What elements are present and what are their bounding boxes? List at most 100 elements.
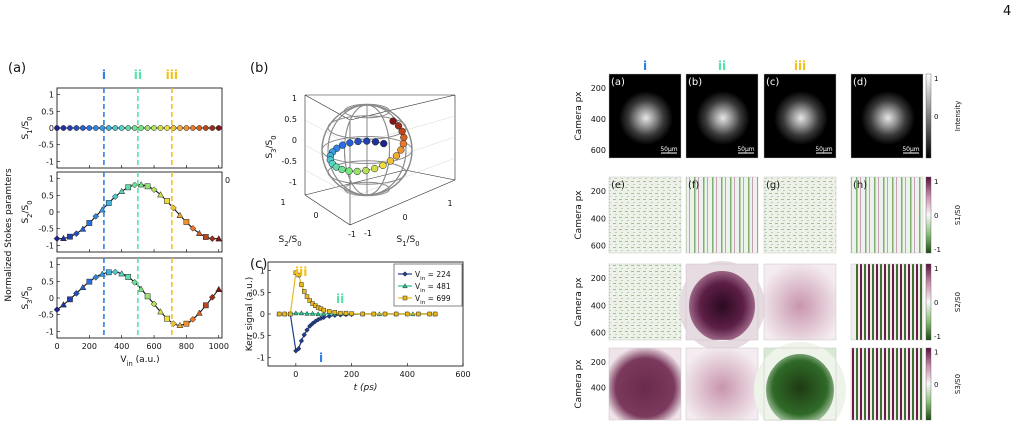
image-background: [609, 348, 681, 420]
image-border: [850, 263, 924, 341]
panel-a: (a) Normalized Stokes paramters -1 -0.5 0 0…: [4, 61, 230, 368]
trajectory-point: [363, 137, 371, 145]
row-tick-label: 600: [591, 146, 606, 155]
y-tick-label: 0: [49, 124, 54, 133]
trajectory-point: [394, 122, 403, 130]
image-border: [850, 176, 924, 254]
row-tick-label: 200: [591, 358, 606, 367]
image-border: [608, 347, 682, 421]
data-point: [105, 200, 112, 206]
z-tick-label: -1: [289, 178, 297, 187]
colorbar: [925, 347, 932, 421]
x-tick-label: 1: [447, 199, 452, 208]
trajectory-point: [371, 138, 380, 146]
y-tick-label: 0: [49, 294, 54, 303]
image-cell: 50μm (a): [608, 73, 682, 159]
trajectory-point: [338, 165, 346, 174]
colorbar: [925, 73, 932, 159]
image-cell: 50μm (c): [763, 73, 837, 159]
data-point: [183, 219, 190, 225]
colorbar-tick: 0: [934, 299, 938, 307]
image-panel-letter: (a): [611, 77, 625, 88]
image-cell: [608, 263, 682, 341]
stokes-subplot-3: -1 -0.5 0 0.5 1 S3/S0: [21, 257, 223, 339]
image-border: [685, 263, 759, 341]
row-tick-label: 400: [591, 301, 606, 310]
series-point: [304, 294, 310, 299]
series-point: [321, 311, 327, 317]
image-column-label-i: i: [643, 59, 647, 73]
data-point: [157, 308, 164, 315]
data-point: [105, 125, 112, 131]
row-tick-label: 200: [591, 84, 606, 93]
box-edge: [349, 179, 456, 226]
panel-c: (c) -1 -0.5 0 0.5 1 0 200 400 600 t (ps) Kerr sign…: [245, 257, 471, 393]
x-tick-label: 600: [455, 370, 470, 379]
data-point: [67, 296, 73, 303]
marker-label-i: i: [102, 68, 106, 82]
trajectory-point: [386, 157, 395, 165]
colorbar-tick: -1: [934, 246, 941, 254]
stokes-xlabel: Vin (a.u.): [120, 355, 159, 368]
image-border: [685, 73, 759, 159]
image-panel-letter: (e): [611, 180, 625, 191]
data-point: [164, 315, 170, 322]
colorbar-tick: 0: [934, 113, 938, 121]
series-point: [276, 311, 282, 317]
data-point: [92, 125, 99, 131]
image-background: [686, 177, 758, 253]
data-point: [80, 125, 86, 131]
colorbar-label: S2/S0: [954, 292, 962, 312]
series-point: [304, 310, 310, 316]
data-point: [144, 293, 151, 300]
trajectory-point: [353, 167, 361, 176]
panel-a-label: (a): [8, 61, 26, 76]
data-point: [67, 125, 73, 131]
image-border: [608, 176, 682, 254]
data-point: [131, 125, 138, 131]
image-column-label-ii: ii: [718, 59, 726, 73]
y-tick-label: -0.5: [38, 225, 54, 234]
kerr-annotation-ii: ii: [336, 292, 344, 306]
data-point: [195, 309, 203, 316]
data-point: [111, 193, 119, 201]
image-border: [763, 263, 837, 341]
image-panel-letter: (c): [766, 77, 779, 88]
data-point: [144, 183, 151, 190]
data-point: [183, 125, 190, 131]
trajectory-point: [346, 139, 354, 147]
data-point: [60, 234, 67, 241]
trajectory-point: [345, 167, 353, 175]
y-tick-label: 1: [280, 198, 285, 207]
row-tick-label: 600: [591, 242, 606, 251]
image-column-label-iii: iii: [794, 59, 806, 73]
trajectory-point: [362, 166, 370, 175]
image-cell: (g): [763, 176, 837, 254]
stokes-subplot-2: -1 -0.5 0 0.5 1 S2/S0: [21, 171, 223, 253]
data-point: [53, 306, 61, 314]
scale-bar-label: 50μm: [815, 146, 832, 153]
series-point: [295, 345, 302, 352]
box-edge: [304, 169, 406, 196]
y-tick-label: -0.5: [38, 311, 54, 320]
data-point: [125, 184, 132, 191]
image-background: [686, 348, 758, 420]
row-tick-label: 600: [591, 329, 606, 338]
data-point: [54, 125, 60, 131]
y-tick-label: 0.5: [41, 277, 54, 286]
data-point: [86, 125, 93, 131]
data-point: [208, 235, 216, 243]
legend-entry: Vin = 224: [415, 270, 451, 282]
image-cell: (e): [608, 176, 682, 254]
legend-marker: [402, 283, 408, 289]
sphere-meridian: [327, 104, 407, 196]
image-cell: [754, 342, 846, 421]
stokes-subplot-1: -1 -0.5 0 0.5 1 S1/S0: [21, 87, 223, 169]
image-edge: [679, 261, 765, 351]
data-point: [98, 206, 106, 213]
series-point: [298, 338, 305, 344]
image-border: [763, 347, 837, 421]
legend-marker: [402, 295, 408, 301]
